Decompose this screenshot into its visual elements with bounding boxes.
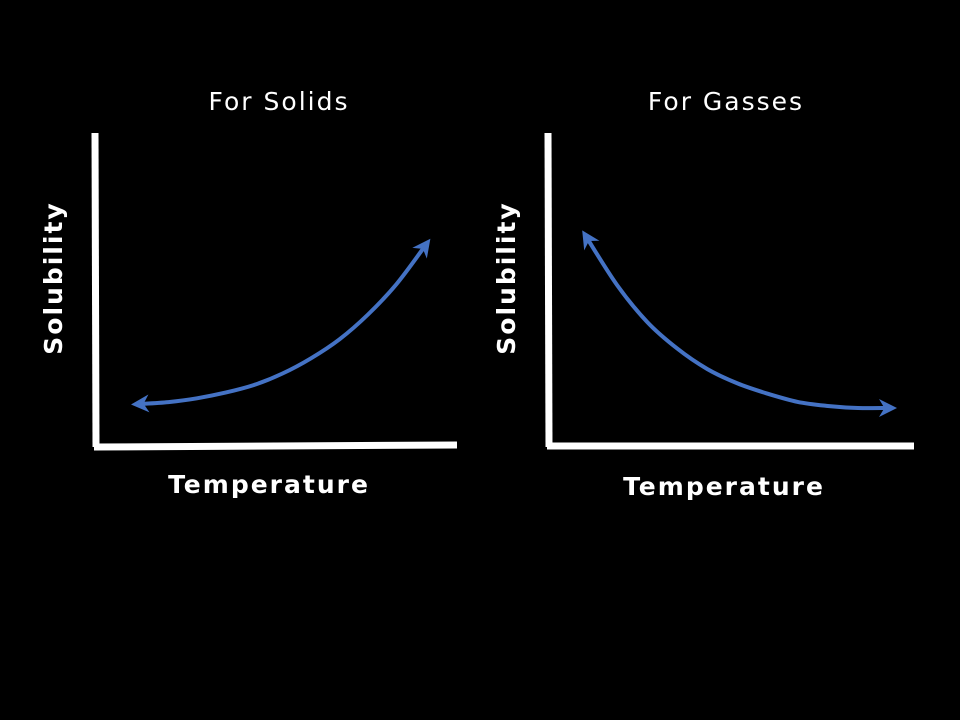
x-axis-label: Temperature	[168, 470, 370, 499]
chart-title: For Solids	[209, 87, 350, 116]
chart-gasses: For Gasses Solubility Temperature	[492, 87, 914, 501]
chart-solids: For Solids Solubility Temperature	[39, 87, 458, 499]
solubility-curve-solids	[131, 238, 431, 413]
chart-title: For Gasses	[648, 87, 804, 116]
y-axis-label: Solubility	[39, 201, 68, 354]
y-axis-label: Solubility	[492, 201, 521, 354]
y-axis	[544, 132, 553, 448]
x-axis-label: Temperature	[623, 472, 825, 501]
x-axis	[93, 441, 458, 451]
y-axis	[91, 132, 100, 448]
solubility-curve-gasses	[582, 230, 897, 418]
